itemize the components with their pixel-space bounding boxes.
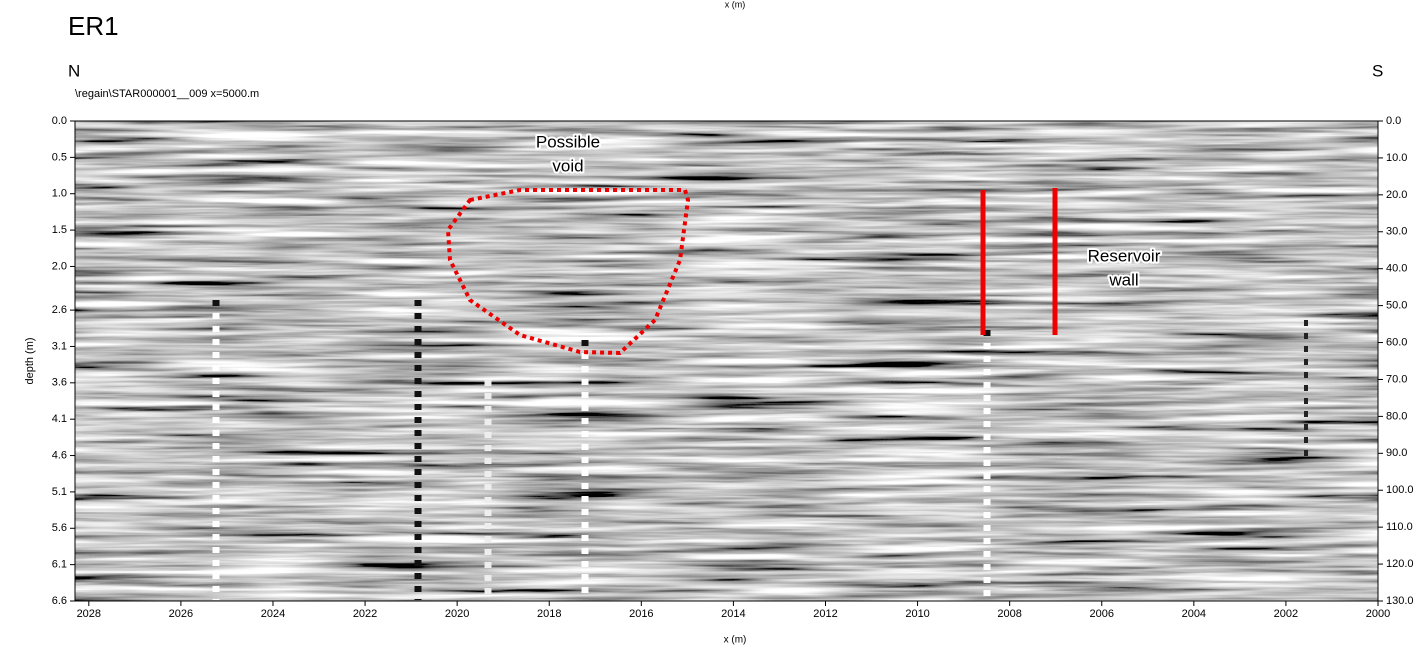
x-axis-title-top: x (m) [725, 0, 746, 9]
y-tick-label: 6.1 [52, 559, 67, 571]
y-tick-label: 2.0 [52, 260, 67, 272]
radargram-image [75, 121, 1378, 601]
chart: ER1 N S \regain\STAR000001__009 x=5000.m… [0, 0, 1426, 645]
x-tick-label: 2010 [905, 608, 929, 620]
y2-tick-label: 0.0 [1386, 115, 1401, 127]
plot-area: Possible void Reservoir wall [75, 121, 1378, 601]
x-tick-label: 2016 [629, 608, 653, 620]
x-tick-label: 2024 [261, 608, 285, 620]
x-tick-label: 2000 [1366, 608, 1390, 620]
y-tick-label: 5.6 [52, 522, 67, 534]
y2-tick-label: 110.0 [1386, 521, 1413, 533]
y-tick-label: 6.6 [52, 595, 67, 607]
chart-title: ER1 [68, 11, 119, 41]
y-tick-label: 5.1 [52, 486, 67, 498]
y2-tick-label: 40.0 [1386, 263, 1407, 275]
y-axis-title: depth (m) [24, 337, 36, 384]
x-tick-label: 2014 [721, 608, 745, 620]
y-tick-label: 4.6 [52, 449, 67, 461]
y2-tick-label: 100.0 [1386, 484, 1414, 496]
x-tick-label: 2006 [1090, 608, 1114, 620]
y-tick-label: 0.5 [52, 151, 67, 163]
y2-tick-label: 30.0 [1386, 226, 1407, 238]
x-axis-title: x (m) [724, 635, 747, 645]
y-tick-label: 2.6 [52, 304, 67, 316]
y2-tick-label: 60.0 [1386, 336, 1407, 348]
x-tick-label: 2026 [169, 608, 193, 620]
x-tick-label: 2012 [813, 608, 837, 620]
y-tick-label: 1.0 [52, 188, 67, 200]
y-tick-label: 0.0 [52, 115, 67, 127]
south-label: S [1372, 61, 1383, 80]
y-tick-label: 1.5 [52, 224, 67, 236]
x-tick-label: 2022 [353, 608, 377, 620]
y-tick-label: 3.1 [52, 340, 67, 352]
annotation: Possible [536, 132, 600, 151]
y-tick-label: 4.1 [52, 413, 67, 425]
annotation: void [552, 156, 583, 175]
annotation: wall [1108, 270, 1138, 289]
y2-tick-label: 70.0 [1386, 373, 1407, 385]
y2-tick-label: 50.0 [1386, 300, 1407, 312]
y-tick-label: 3.6 [52, 377, 67, 389]
north-label: N [68, 61, 80, 80]
y2-tick-label: 90.0 [1386, 447, 1407, 459]
y2-tick-label: 80.0 [1386, 410, 1407, 422]
x-tick-label: 2004 [1182, 608, 1206, 620]
y2-tick-label: 120.0 [1386, 558, 1414, 570]
x-tick-label: 2018 [537, 608, 561, 620]
y2-tick-label: 20.0 [1386, 189, 1407, 201]
y2-tick-label: 10.0 [1386, 152, 1407, 164]
x-tick-label: 2002 [1274, 608, 1298, 620]
x-tick-label: 2020 [445, 608, 469, 620]
x-tick-label: 2008 [997, 608, 1021, 620]
annotation: Reservoir [1088, 246, 1161, 265]
x-tick-label: 2028 [77, 608, 101, 620]
y2-tick-label: 130.0 [1386, 595, 1414, 607]
file-label: \regain\STAR000001__009 x=5000.m [75, 88, 259, 100]
